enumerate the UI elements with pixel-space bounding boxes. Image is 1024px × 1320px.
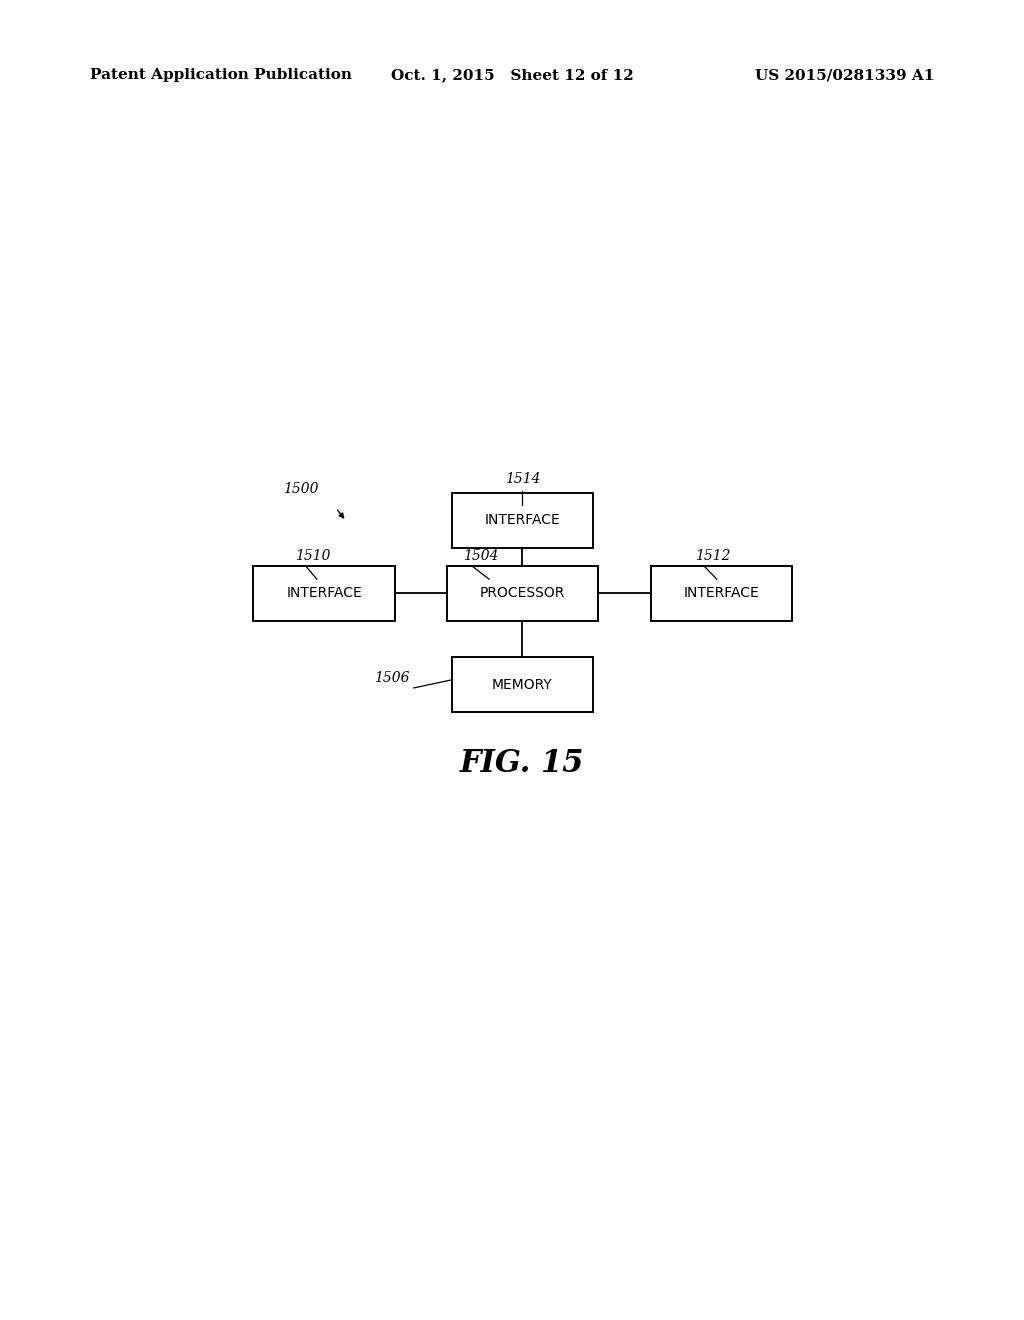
Text: PROCESSOR: PROCESSOR xyxy=(479,586,565,601)
Text: Patent Application Publication: Patent Application Publication xyxy=(90,69,352,82)
Bar xyxy=(452,657,593,713)
Text: 1512: 1512 xyxy=(695,549,731,562)
Text: INTERFACE: INTERFACE xyxy=(684,586,760,601)
Text: 1504: 1504 xyxy=(463,549,499,562)
Bar xyxy=(253,566,394,620)
Text: INTERFACE: INTERFACE xyxy=(484,513,560,527)
Text: 1500: 1500 xyxy=(283,482,318,496)
Text: 1510: 1510 xyxy=(295,549,330,562)
Bar xyxy=(651,566,793,620)
Text: US 2015/0281339 A1: US 2015/0281339 A1 xyxy=(755,69,934,82)
Text: MEMORY: MEMORY xyxy=(493,678,553,692)
Bar xyxy=(447,566,598,620)
Bar xyxy=(452,492,593,548)
Text: INTERFACE: INTERFACE xyxy=(286,586,361,601)
Text: Oct. 1, 2015   Sheet 12 of 12: Oct. 1, 2015 Sheet 12 of 12 xyxy=(390,69,634,82)
Text: 1514: 1514 xyxy=(505,471,541,486)
Text: 1506: 1506 xyxy=(374,671,410,685)
Text: FIG. 15: FIG. 15 xyxy=(460,747,585,779)
